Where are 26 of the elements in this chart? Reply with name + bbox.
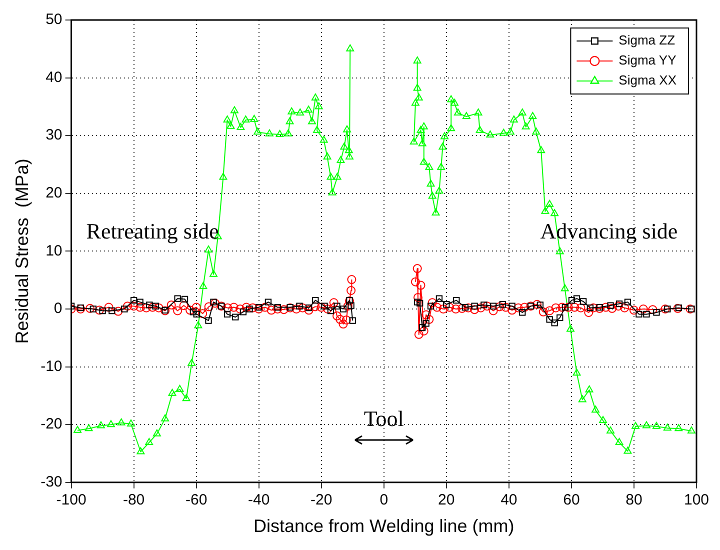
x-tick-label: 80 [626, 492, 642, 509]
annotation: Tool [364, 406, 404, 431]
y-tick-label: -10 [40, 358, 62, 375]
x-tick-label: -100 [56, 492, 86, 509]
legend-label: Sigma ZZ [618, 32, 676, 48]
x-tick-label: -60 [185, 492, 208, 509]
y-tick-label: 10 [46, 242, 62, 260]
x-tick-label: 100 [684, 492, 709, 509]
y-tick-label: 20 [46, 184, 62, 202]
y-tick-label: 30 [46, 126, 62, 144]
x-tick-label: 20 [438, 492, 455, 509]
legend-label: Sigma XX [618, 72, 677, 88]
y-tick-label: 50 [46, 11, 62, 28]
y-tick-label: -20 [40, 416, 62, 433]
x-tick-label: 0 [380, 492, 388, 509]
y-axis-title: Residual Stress (MPa) [12, 158, 32, 344]
x-tick-label: -20 [310, 492, 332, 509]
y-tick-label: 40 [46, 68, 62, 86]
x-tick-label: 60 [563, 492, 580, 509]
x-tick-label: -40 [248, 492, 270, 509]
y-tick-label: -30 [40, 474, 62, 491]
x-tick-label: 40 [500, 492, 518, 509]
x-tick-label: -80 [122, 492, 145, 509]
x-axis-title: Distance from Welding line (mm) [254, 516, 514, 536]
y-tick-label: 0 [54, 300, 62, 318]
legend-label: Sigma YY [618, 52, 677, 68]
